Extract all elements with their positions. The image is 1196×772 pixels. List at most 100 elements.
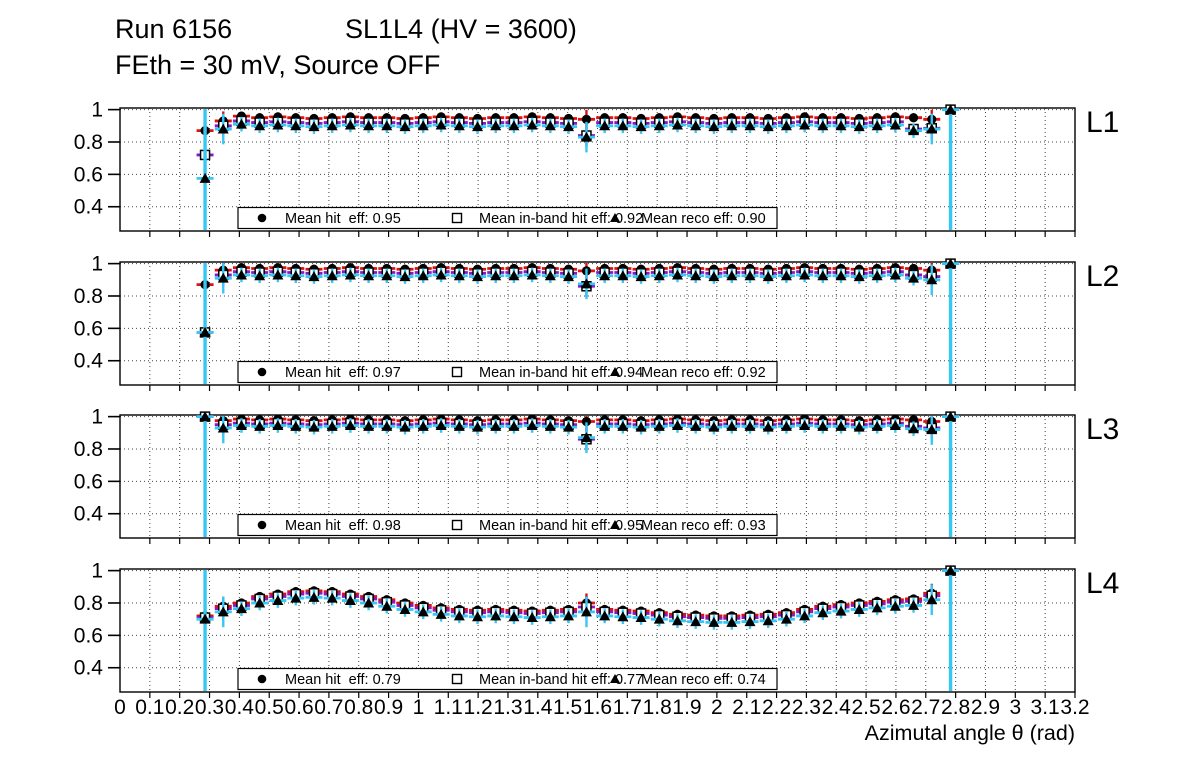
svg-text:2.7: 2.7 bbox=[911, 696, 940, 719]
reco-eff-marker bbox=[926, 594, 938, 605]
reco-eff-marker bbox=[472, 611, 484, 622]
reco-eff-marker bbox=[617, 120, 629, 131]
reco-eff-marker bbox=[363, 420, 375, 431]
layer-label: L3 bbox=[1086, 413, 1119, 446]
reco-eff-marker bbox=[635, 121, 647, 132]
reco-eff-marker bbox=[835, 270, 847, 281]
reco-eff-marker bbox=[635, 421, 647, 432]
reco-eff-marker bbox=[780, 613, 792, 624]
svg-text:0.4: 0.4 bbox=[74, 196, 104, 219]
reco-eff-marker bbox=[508, 420, 520, 431]
x-axis-labels: 0 0.1 0.2 0.3 0.4 0.5 0.6 0.7 0.8 0.9 1 1.1 1.2 1.3 1.… bbox=[114, 696, 1089, 719]
layer-label: L1 bbox=[1086, 106, 1119, 139]
svg-text:2.4: 2.4 bbox=[822, 696, 852, 719]
reco-eff-marker bbox=[780, 120, 792, 131]
reco-eff-marker bbox=[490, 120, 502, 131]
reco-eff-marker bbox=[945, 258, 957, 269]
svg-text:0.8: 0.8 bbox=[74, 592, 103, 615]
reco-eff-marker bbox=[617, 270, 629, 281]
reco-eff-marker bbox=[526, 612, 538, 623]
reco-eff-marker bbox=[417, 270, 429, 281]
legend-hit-label: Mean hit eff: 0.98 bbox=[285, 518, 401, 534]
svg-text:0.9: 0.9 bbox=[374, 696, 403, 719]
reco-eff-marker bbox=[945, 565, 957, 576]
reco-eff-marker bbox=[671, 420, 683, 431]
reco-eff-marker bbox=[708, 121, 720, 132]
reco-eff-marker bbox=[889, 600, 901, 611]
reco-eff-marker bbox=[363, 597, 375, 608]
reco-eff-marker bbox=[908, 599, 920, 610]
reco-eff-marker bbox=[744, 616, 756, 627]
reco-eff-marker bbox=[744, 270, 756, 281]
x-axis-title: Azimutal angle θ (rad) bbox=[865, 721, 1075, 745]
legend-L1: Mean hit eff: 0.95 Mean in-band hit eff: … bbox=[237, 206, 778, 230]
reco-eff-marker bbox=[290, 420, 302, 431]
reco-eff-marker bbox=[726, 616, 738, 627]
svg-text:1.7: 1.7 bbox=[613, 696, 642, 719]
reco-eff-marker bbox=[708, 271, 720, 282]
reco-eff-marker bbox=[690, 616, 702, 627]
reco-eff-marker bbox=[490, 610, 502, 621]
svg-text:1.5: 1.5 bbox=[553, 696, 582, 719]
reco-eff-marker bbox=[235, 118, 247, 129]
svg-text:1.1: 1.1 bbox=[434, 696, 463, 719]
svg-text:2.5: 2.5 bbox=[851, 696, 880, 719]
layer-label: L2 bbox=[1086, 260, 1119, 293]
reco-eff-marker bbox=[580, 606, 592, 617]
reco-eff-marker bbox=[871, 270, 883, 281]
reco-eff-marker bbox=[544, 120, 556, 131]
legend-reco-label: Mean reco eff: 0.74 bbox=[641, 672, 766, 688]
svg-text:3.1: 3.1 bbox=[1031, 696, 1060, 719]
legend-inband-label: Mean in-band hit eff: 0.77 bbox=[479, 672, 643, 688]
reco-eff-marker bbox=[744, 120, 756, 131]
svg-text:1: 1 bbox=[413, 696, 425, 719]
reco-eff-marker bbox=[308, 121, 320, 132]
reco-eff-marker bbox=[599, 610, 611, 621]
reco-eff-marker bbox=[490, 420, 502, 431]
reco-eff-marker bbox=[381, 600, 393, 611]
reco-eff-marker bbox=[453, 420, 465, 431]
reco-eff-marker bbox=[871, 120, 883, 131]
reco-eff-marker bbox=[344, 595, 356, 606]
reco-eff-marker bbox=[653, 613, 665, 624]
reco-eff-marker bbox=[617, 611, 629, 622]
reco-eff-marker bbox=[726, 120, 738, 131]
reco-eff-marker bbox=[908, 125, 920, 136]
reco-eff-marker bbox=[217, 123, 229, 134]
panel-L3: 0.4 0.6 0.8 1 Mean hit eff: 0.98 Mean in-band… bbox=[74, 406, 1119, 544]
reco-eff-marker bbox=[435, 608, 447, 619]
reco-eff-marker bbox=[726, 270, 738, 281]
svg-text:0.4: 0.4 bbox=[74, 350, 104, 373]
reco-eff-marker bbox=[326, 420, 338, 431]
svg-text:0.5: 0.5 bbox=[255, 696, 284, 719]
reco-eff-marker bbox=[690, 420, 702, 431]
reco-eff-marker bbox=[254, 597, 266, 608]
reco-eff-marker bbox=[290, 270, 302, 281]
reco-eff-marker bbox=[272, 269, 284, 280]
reco-eff-marker bbox=[580, 131, 592, 142]
reco-eff-marker bbox=[308, 421, 320, 432]
reco-eff-marker bbox=[508, 270, 520, 281]
panel-L1: 0.4 0.6 0.8 1 Mean hit eff: 0.95 Mean in-band… bbox=[74, 99, 1119, 237]
reco-eff-marker bbox=[599, 120, 611, 131]
reco-eff-marker bbox=[762, 121, 774, 132]
layer-label: L4 bbox=[1086, 567, 1119, 600]
reco-eff-marker bbox=[799, 119, 811, 130]
svg-text:2.3: 2.3 bbox=[792, 696, 821, 719]
reco-eff-marker bbox=[563, 421, 575, 432]
reco-eff-marker bbox=[889, 420, 901, 431]
legend-hit-label: Mean hit eff: 0.95 bbox=[285, 211, 401, 227]
reco-eff-marker bbox=[344, 269, 356, 280]
svg-text:1.4: 1.4 bbox=[523, 696, 553, 719]
reco-eff-marker bbox=[526, 420, 538, 431]
reco-eff-marker bbox=[308, 271, 320, 282]
reco-eff-marker bbox=[544, 270, 556, 281]
legend-reco-label: Mean reco eff: 0.93 bbox=[641, 518, 766, 534]
reco-eff-marker bbox=[908, 272, 920, 283]
conditions-label: FEth = 30 mV, Source OFF bbox=[115, 50, 441, 80]
reco-eff-marker bbox=[254, 420, 266, 431]
plot-title: Run 6156 SL1L4 (HV = 3600) bbox=[115, 14, 577, 44]
legend-L4: Mean hit eff: 0.79 Mean in-band hit eff: … bbox=[237, 667, 778, 691]
reco-eff-marker bbox=[817, 270, 829, 281]
svg-text:0.6: 0.6 bbox=[74, 624, 103, 647]
